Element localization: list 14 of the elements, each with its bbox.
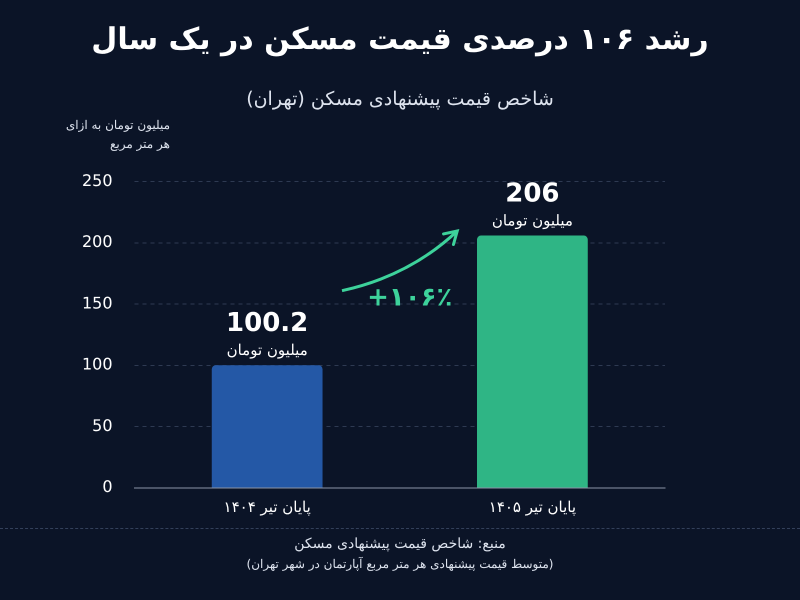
text: (متوسط قیمت پیشنهادی هر متر مربع آپارتمان در شهر تهران) <box>246 556 554 574</box>
x-tick-label: پایان تیر ۱۴۰۵ <box>488 498 576 516</box>
annotation: +۱۰۶٪ <box>367 282 452 312</box>
y-tick-label: 150 <box>82 293 113 312</box>
x-tick-label: پایان تیر ۱۴۰۴ <box>224 498 311 516</box>
y-tick-label: 250 <box>82 170 113 190</box>
chart-subtitle: شاخص قیمت پیشنهادی مسکن (تهران) <box>245 88 555 110</box>
y-tick-label: 100 <box>82 354 113 374</box>
y-tick-label: 200 <box>82 232 113 252</box>
y-tick-label: 50 <box>92 416 113 435</box>
text: منبع: شاخص قیمت پیشنهادی مسکن <box>293 535 507 554</box>
chart-title: رشد ۱۰۶ درصدی قیمت مسکن در یک سال <box>90 22 710 57</box>
y-tick-label: 0 <box>102 477 113 496</box>
y-axis-title: میلیون تومان به ازای هر متر مربع <box>64 117 170 154</box>
